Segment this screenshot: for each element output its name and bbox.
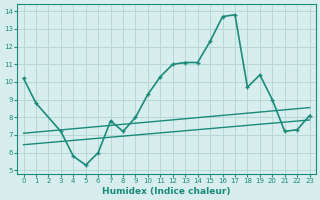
X-axis label: Humidex (Indice chaleur): Humidex (Indice chaleur) [102,187,231,196]
